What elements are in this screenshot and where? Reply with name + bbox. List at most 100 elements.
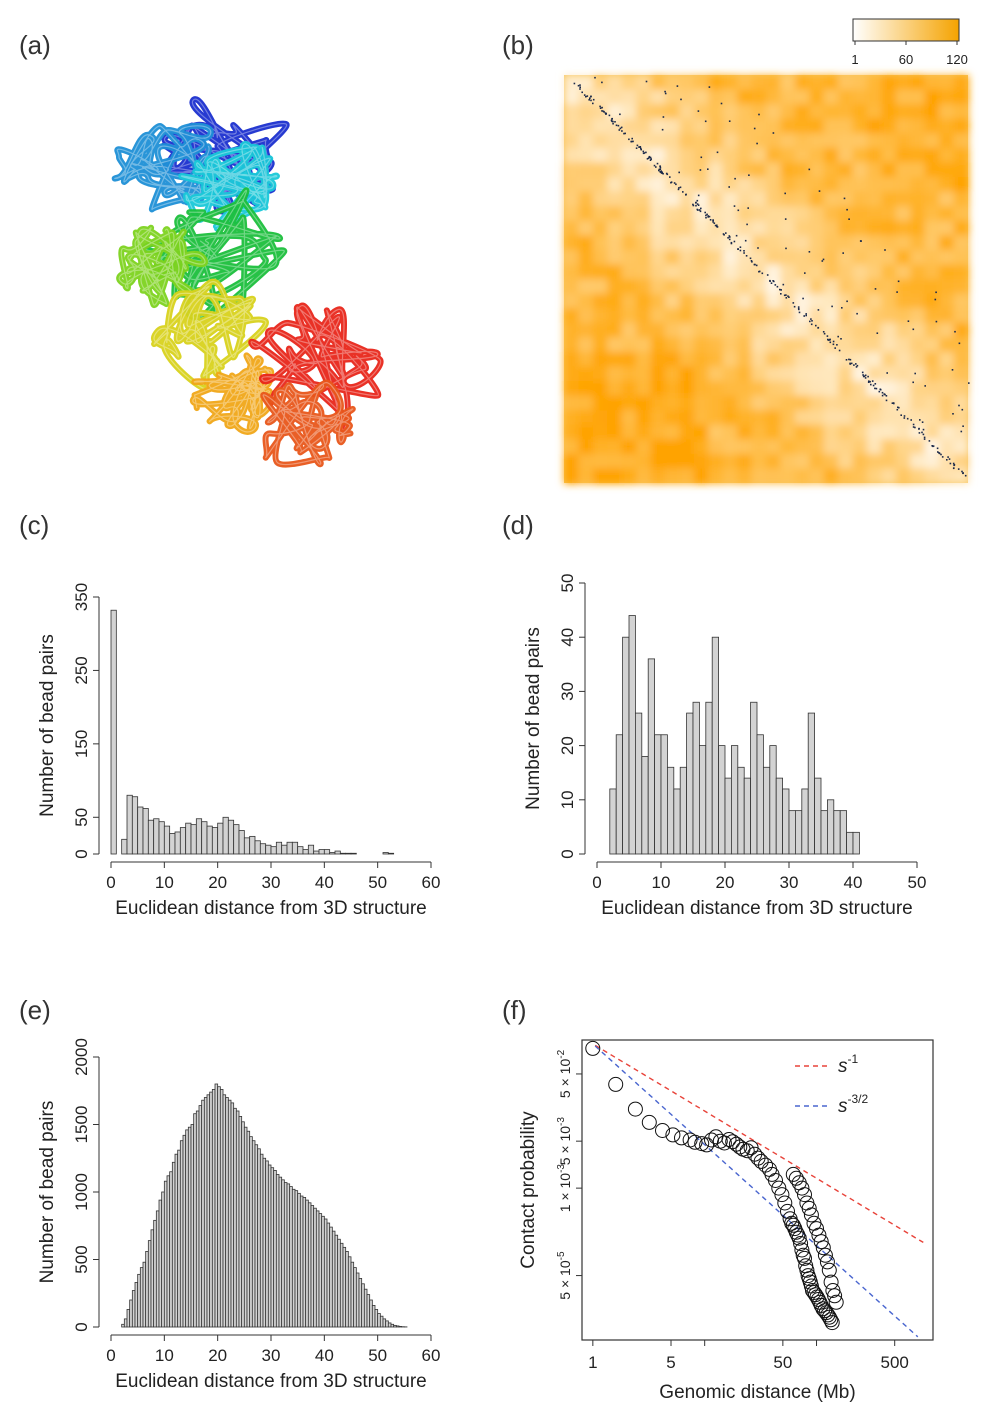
- hist-e-bar: [302, 1197, 307, 1328]
- scatter-point: [797, 1250, 812, 1266]
- hist-e-ylabel: Number of bead pairs: [37, 1101, 58, 1284]
- hist-e-bar: [339, 1242, 344, 1328]
- hist-e-bar: [243, 1126, 248, 1328]
- hist-c-bar: [302, 849, 309, 855]
- hist-c-bar: [243, 837, 251, 855]
- scatter-frame: [581, 1039, 934, 1341]
- hist-d-bar: [807, 712, 816, 855]
- scatter-point: [794, 1242, 810, 1258]
- scatter-point: [699, 1137, 715, 1153]
- hist-c-bar: [339, 852, 347, 855]
- hist-c-bar: [158, 821, 165, 855]
- hist-e-bar: [238, 1116, 243, 1328]
- hist-d-bar: [679, 766, 688, 855]
- hist-e-x-tick-label: 30: [262, 1346, 281, 1365]
- hist-e-bar: [254, 1144, 259, 1328]
- hist-e-bar: [310, 1205, 315, 1328]
- hist-e-bar: [355, 1272, 360, 1328]
- scatter-point: [665, 1127, 681, 1143]
- hist-c-bar: [222, 816, 229, 855]
- hist-d-bar: [731, 745, 739, 855]
- scatter-point: [641, 1114, 657, 1130]
- hist-e-bar: [275, 1174, 280, 1328]
- hist-d-bar: [782, 788, 790, 855]
- hist-d-bar: [814, 777, 822, 855]
- hist-d-y-tick-label: 20: [558, 736, 577, 755]
- hist-c-bar: [179, 827, 187, 855]
- scatter-f: 1 5 50 500 5 × 10-5 1 × 10-35 × 10-3 5 × 10-2 G…: [518, 1039, 934, 1403]
- scatter-point: [790, 1227, 806, 1243]
- hist-d-bar: [628, 615, 636, 855]
- hist-c-bar: [382, 852, 389, 855]
- scatter-point: [794, 1180, 810, 1196]
- colorbar-tick-label-1: 60: [899, 52, 913, 67]
- colorbar-tick-label-0: 1: [851, 52, 858, 67]
- hist-e-bar: [382, 1318, 387, 1328]
- hist-c-bar: [121, 838, 128, 855]
- hist-e-bar: [150, 1229, 155, 1328]
- hist-c-bar: [334, 850, 341, 855]
- hist-c-bar: [281, 844, 288, 855]
- hist-e-y-tick-label: 1500: [72, 1106, 91, 1144]
- hist-e-bar: [307, 1202, 312, 1328]
- hist-c-bar: [249, 835, 256, 855]
- hist-e-bar: [395, 1325, 400, 1328]
- hist-c-bar: [190, 824, 197, 855]
- hist-e-x-tick-label: 10: [155, 1346, 174, 1365]
- structure-segment-3: [141, 187, 288, 321]
- hist-e-bar: [259, 1153, 264, 1328]
- scatter-point: [716, 1135, 732, 1151]
- hist-d-x-tick-label: 40: [844, 873, 863, 892]
- hist-e-bar: [371, 1305, 376, 1328]
- hist-c-bar: [286, 841, 293, 855]
- hist-c-bar: [126, 794, 133, 855]
- hist-d-bar: [724, 777, 732, 855]
- hist-e-bar: [214, 1083, 219, 1328]
- hist-e-bar: [158, 1199, 163, 1328]
- scatter-point: [753, 1153, 769, 1169]
- scatter-point: [823, 1312, 839, 1328]
- hist-d-bar: [660, 734, 668, 855]
- scatter-x-tick-label: 1: [588, 1353, 597, 1372]
- hist-d-bar: [699, 745, 707, 855]
- hist-c-bar: [131, 796, 139, 855]
- hist-d-bar: [647, 658, 656, 855]
- structure-highlight-5: [153, 281, 267, 390]
- scatter-point: [821, 1262, 837, 1278]
- panel-label-c: (c): [19, 510, 50, 540]
- structure-highlight-7: [250, 305, 381, 431]
- hist-c-bar: [345, 852, 352, 855]
- hist-c-bar: [387, 852, 395, 855]
- hist-c-bar: [233, 824, 240, 855]
- hist-c-bar: [142, 808, 149, 855]
- contact-points: [573, 76, 970, 477]
- structure-highlight-3: [144, 190, 285, 319]
- hist-d-bar: [769, 745, 777, 855]
- hist-d-bar: [615, 734, 624, 855]
- hist-d-bar: [635, 712, 643, 855]
- legend-label-0: s-1: [838, 1052, 858, 1077]
- panel-label-d: (d): [502, 510, 534, 540]
- hist-d-bar: [705, 701, 713, 855]
- scatter-x-tick-label: 500: [881, 1353, 909, 1372]
- histogram-d: 0 10 20 30 40 50 0 10 20 30 40 50 Euclidean distance…: [523, 574, 926, 919]
- hist-c-bar: [275, 841, 283, 855]
- scatter-point: [627, 1101, 643, 1117]
- scatter-point: [823, 1274, 839, 1290]
- scatter-point: [774, 1187, 790, 1203]
- scatter-point: [655, 1123, 670, 1138]
- hist-d-x-tick-label: 50: [908, 873, 927, 892]
- hist-c-bar: [147, 819, 155, 855]
- structure-segment-8: [260, 379, 356, 468]
- hist-c-ylabel: Number of bead pairs: [37, 634, 58, 817]
- hist-c-x-tick-label: 10: [155, 873, 174, 892]
- hist-e-bar: [286, 1183, 291, 1328]
- hist-e-bar: [187, 1126, 192, 1328]
- scatter-point: [817, 1247, 833, 1263]
- scatter-point: [739, 1143, 755, 1159]
- scatter-y-tick-label: 5 × 10-3: [556, 1117, 573, 1166]
- hist-c-bar: [211, 827, 219, 855]
- hist-d-bar: [692, 701, 700, 855]
- hist-e-bar: [171, 1161, 176, 1328]
